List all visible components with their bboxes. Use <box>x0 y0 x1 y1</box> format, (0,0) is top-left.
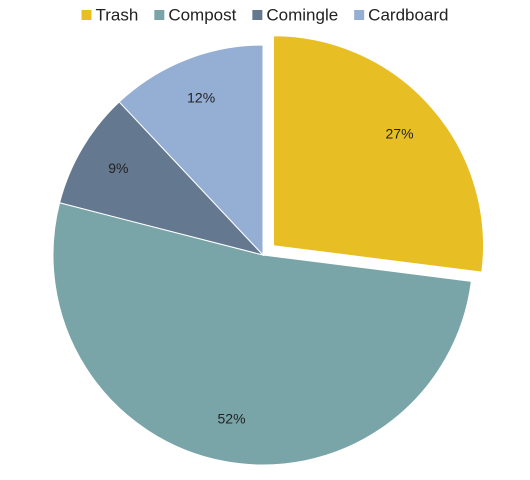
pie-slice <box>118 44 264 257</box>
legend-swatch <box>81 10 92 20</box>
legend-swatch <box>154 10 165 20</box>
pie-slice <box>52 202 472 466</box>
value-label: 52% <box>218 411 246 427</box>
value-label: 9% <box>108 160 128 176</box>
legend-label: Comingle <box>266 5 338 24</box>
legend-label: Cardboard <box>368 5 448 24</box>
pie-slice <box>273 35 484 273</box>
pie-slice <box>58 101 265 256</box>
legend-swatch <box>354 10 365 20</box>
legend-label: Compost <box>168 5 236 24</box>
legend-label: Trash <box>96 5 139 24</box>
legend-swatch <box>252 10 263 20</box>
value-label: 12% <box>187 90 215 106</box>
value-label: 27% <box>386 125 414 141</box>
